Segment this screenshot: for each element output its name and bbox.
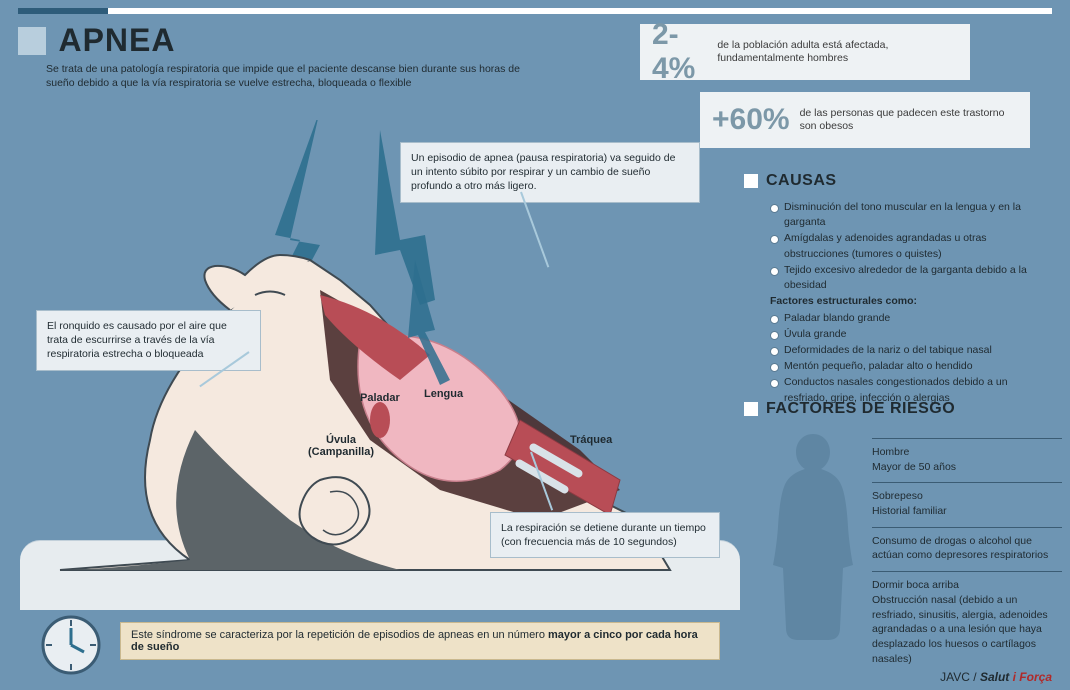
risk-item: Mayor de 50 años bbox=[872, 460, 1062, 475]
callout-snoring: El ronquido es causado por el aire que t… bbox=[36, 310, 261, 371]
clock-icon bbox=[40, 614, 102, 676]
causa-item: Mentón pequeño, paladar alto o hendido bbox=[770, 359, 1050, 374]
bullet-square-icon bbox=[744, 402, 758, 416]
risk-group: HombreMayor de 50 años bbox=[872, 438, 1062, 482]
risk-group: Dormir boca arribaObstrucción nasal (deb… bbox=[872, 571, 1062, 674]
risk-column: HombreMayor de 50 añosSobrepesoHistorial… bbox=[872, 438, 1062, 674]
callout-episode: Un episodio de apnea (pausa respiratoria… bbox=[400, 142, 700, 203]
stat-text: de las personas que padecen este trastor… bbox=[800, 107, 1018, 133]
risk-item: Obstrucción nasal (debido a un resfriado… bbox=[872, 593, 1062, 666]
label-traquea: Tráquea bbox=[570, 434, 612, 446]
page-subtitle: Se trata de una patología respiratoria q… bbox=[46, 62, 546, 90]
bottom-summary: Este síndrome se caracteriza por la repe… bbox=[120, 622, 720, 660]
causa-item: Tejido excesivo alrededor de la garganta… bbox=[770, 263, 1050, 293]
causa-item: Deformidades de la nariz o del tabique n… bbox=[770, 343, 1050, 358]
causa-item: Paladar blando grande bbox=[770, 311, 1050, 326]
section-head-factores: FACTORES DE RIESGO bbox=[744, 400, 955, 418]
stat-text: de la población adulta está afectada, fu… bbox=[717, 39, 958, 65]
risk-group: SobrepesoHistorial familiar bbox=[872, 482, 1062, 526]
causa-item: Disminución del tono muscular en la leng… bbox=[770, 200, 1050, 230]
bullet-square-icon bbox=[744, 174, 758, 188]
title-square-icon bbox=[18, 27, 46, 55]
callout-breathing-stop: La respiración se detiene durante un tie… bbox=[490, 512, 720, 558]
risk-item: Historial familiar bbox=[872, 504, 1062, 519]
causas-list: Disminución del tono muscular en la leng… bbox=[770, 200, 1050, 407]
section-head-causas: CAUSAS bbox=[744, 172, 837, 190]
label-uvula: Úvula(Campanilla) bbox=[308, 434, 374, 458]
silhouette-icon bbox=[768, 430, 858, 660]
risk-item: Dormir boca arriba bbox=[872, 578, 1062, 593]
causa-item: Factores estructurales como: bbox=[770, 294, 1050, 309]
stat-box-obesity: +60% de las personas que padecen este tr… bbox=[700, 92, 1030, 148]
bottom-text: Este síndrome se caracteriza por la repe… bbox=[131, 629, 548, 641]
risk-group: Consumo de drogas o alcohol que actúan c… bbox=[872, 527, 1062, 571]
causa-item: Úvula grande bbox=[770, 327, 1050, 342]
label-paladar: Paladar bbox=[360, 392, 400, 404]
causa-item: Amígdalas y adenoides agrandadas u otras… bbox=[770, 231, 1050, 261]
stat-number: 2-4% bbox=[652, 18, 707, 86]
risk-item: Hombre bbox=[872, 445, 1062, 460]
section-label: FACTORES DE RIESGO bbox=[766, 400, 955, 418]
label-lengua: Lengua bbox=[424, 388, 463, 400]
section-label: CAUSAS bbox=[766, 172, 837, 190]
credit-line: JAVC / Salut i Força bbox=[940, 670, 1052, 684]
stat-box-population: 2-4% de la población adulta está afectad… bbox=[640, 24, 970, 80]
risk-item: Consumo de drogas o alcohol que actúan c… bbox=[872, 534, 1062, 563]
title-block: APNEA bbox=[18, 22, 175, 59]
page-title: APNEA bbox=[58, 22, 175, 59]
risk-item: Sobrepeso bbox=[872, 489, 1062, 504]
top-rule bbox=[18, 8, 1052, 14]
